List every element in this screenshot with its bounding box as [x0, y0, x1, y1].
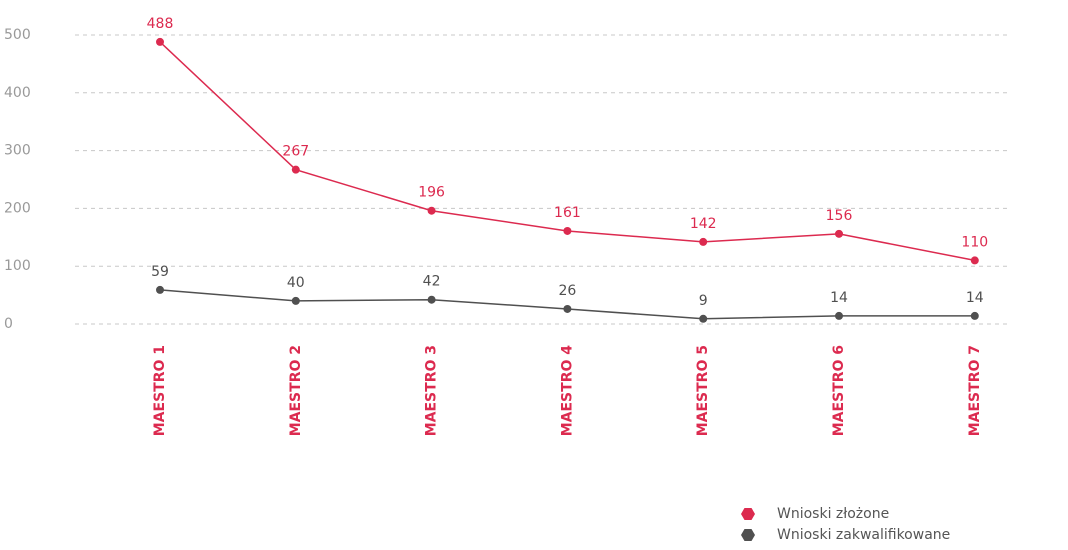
data-label: 196 — [418, 185, 445, 201]
data-label: 40 — [287, 275, 305, 291]
point — [291, 296, 300, 305]
point — [699, 314, 708, 323]
x-tick-label: MAESTRO 6 — [831, 345, 847, 436]
point — [835, 229, 843, 238]
y-tick-label: 500 — [4, 27, 31, 43]
point — [699, 237, 708, 246]
data-label: 161 — [554, 205, 581, 221]
x-tick-label: MAESTRO 5 — [695, 345, 711, 436]
y-tick-label: 300 — [4, 143, 31, 159]
point — [427, 206, 436, 215]
y-tick-label: 200 — [4, 200, 31, 216]
point — [563, 226, 572, 235]
y-tick-label: 0 — [4, 316, 13, 332]
data-label: 110 — [961, 234, 988, 250]
x-tick-label: MAESTRO 4 — [559, 345, 575, 437]
x-tick-label: MAESTRO 2 — [288, 345, 304, 436]
point — [563, 304, 572, 313]
point — [156, 37, 164, 46]
y-tick-label: 100 — [4, 258, 31, 274]
legend-label: Wnioski zakwalifikowane — [777, 527, 950, 543]
x-tick-label: MAESTRO 1 — [152, 345, 168, 436]
x-tick-label: MAESTRO 3 — [424, 345, 440, 436]
data-label: 156 — [826, 208, 853, 224]
point — [970, 311, 979, 320]
point — [835, 311, 843, 320]
point — [156, 285, 164, 294]
point — [427, 295, 436, 304]
data-label: 9 — [699, 293, 708, 309]
data-label: 59 — [151, 264, 169, 280]
data-label: 267 — [282, 144, 309, 160]
x-tick-label: MAESTRO 7 — [967, 345, 983, 436]
data-label: 14 — [830, 290, 848, 306]
point — [970, 256, 979, 265]
legend-label: Wnioski złożone — [777, 506, 889, 522]
data-label: 488 — [147, 16, 174, 32]
data-label: 14 — [966, 290, 984, 306]
legend-marker — [741, 507, 755, 521]
point — [291, 165, 300, 174]
y-tick-label: 400 — [4, 85, 31, 101]
data-label: 142 — [690, 216, 717, 232]
data-label: 26 — [558, 283, 576, 299]
data-label: 42 — [423, 274, 441, 290]
legend-marker — [741, 528, 755, 542]
